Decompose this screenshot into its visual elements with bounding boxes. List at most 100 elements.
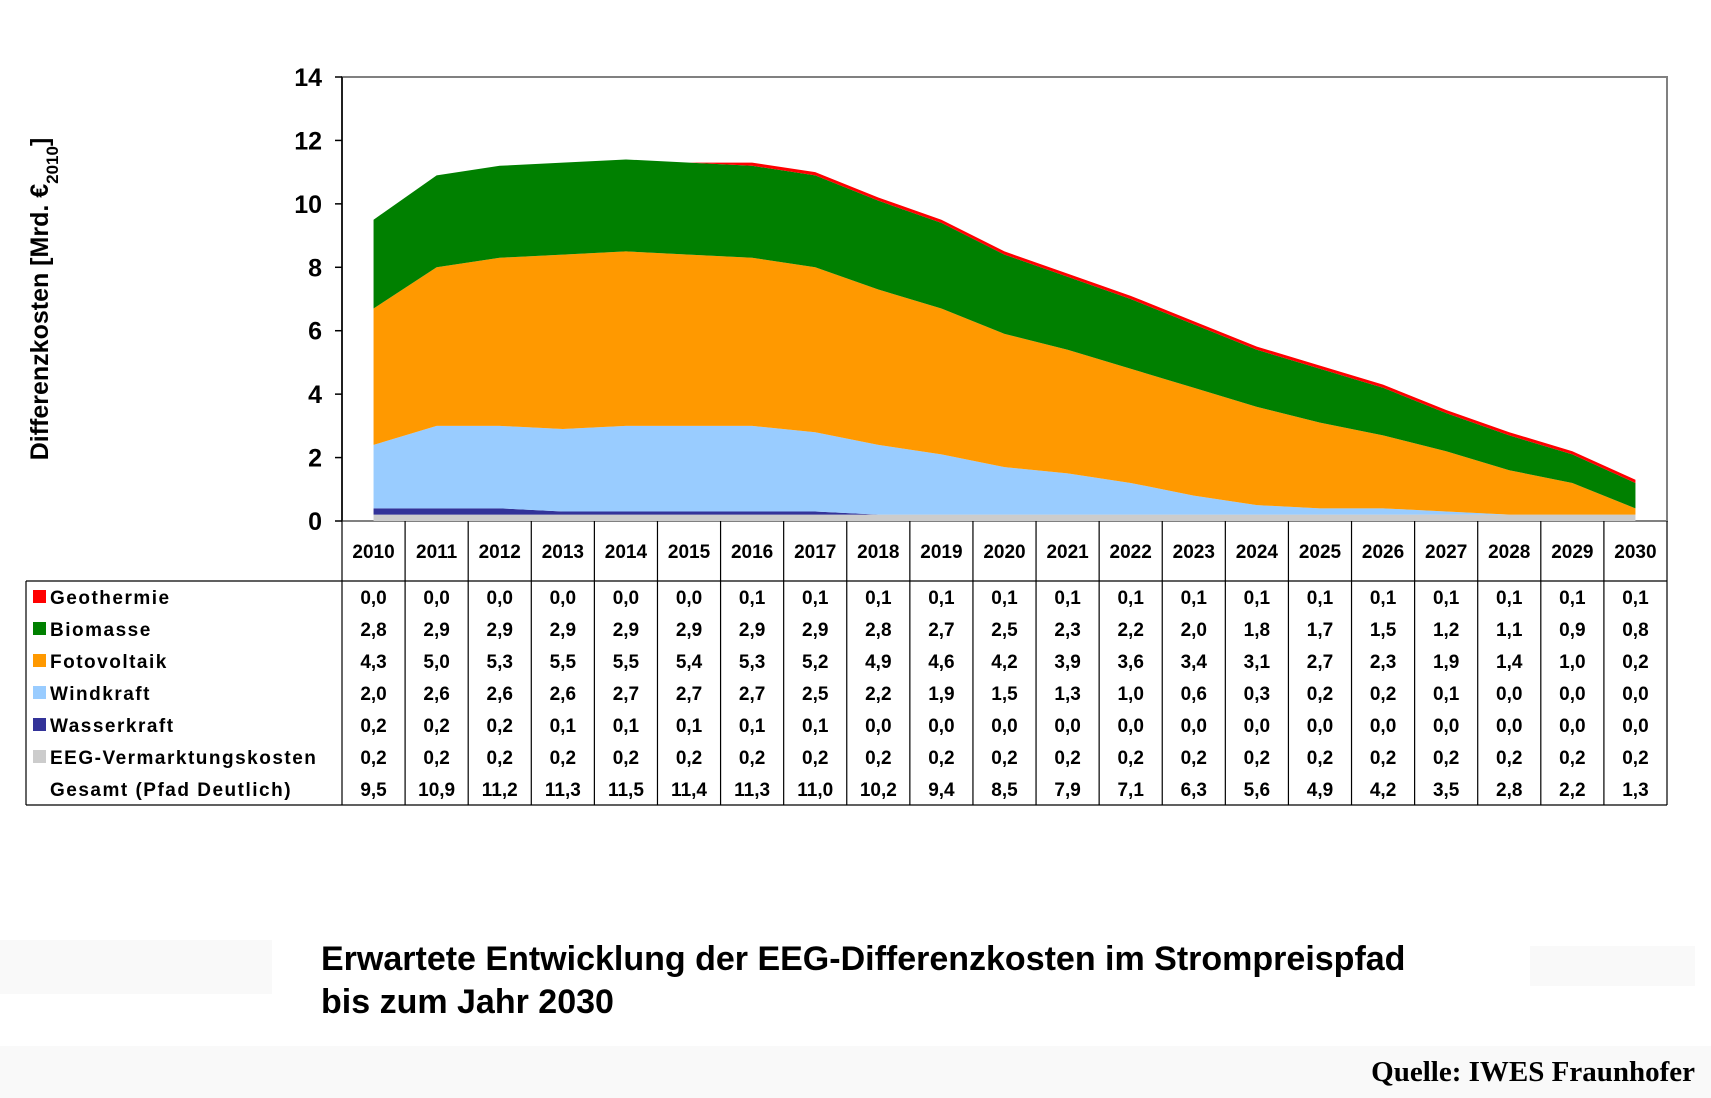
table-cell: 2,7 [739,684,765,705]
table-cell: 5,5 [550,652,577,673]
table-cell: 1,0 [1559,652,1585,673]
table-cell: 0,2 [1559,748,1585,769]
table-cell: 1,4 [1496,652,1523,673]
table-cell: 3,4 [1181,652,1208,673]
table-cell: 1,8 [1244,620,1270,641]
table-cell: 4,9 [865,652,891,673]
table-cell: 4,3 [360,652,386,673]
legend-label: Windkraft [50,684,151,705]
y-tick-label: 14 [294,64,322,92]
total-cell: 11,2 [482,780,518,801]
y-tick-label: 4 [308,381,322,409]
x-tick-label: 2025 [1299,542,1342,563]
table-cell: 0,0 [991,716,1017,737]
table-cell: 0,2 [865,748,891,769]
table-cell: 0,1 [1370,588,1397,609]
x-tick-label: 2029 [1551,542,1593,563]
table-cell: 2,9 [676,620,702,641]
table-cell: 2,9 [550,620,576,641]
table-cell: 0,0 [1117,716,1143,737]
x-tick-label: 2026 [1362,542,1404,563]
table-cell: 0,2 [1370,748,1396,769]
caption-band-left [0,940,272,994]
total-cell: 4,9 [1307,780,1333,801]
table-cell: 1,9 [1433,652,1459,673]
table-cell: 0,0 [613,588,639,609]
table-cell: 0,0 [865,716,891,737]
table-cell: 3,6 [1117,652,1143,673]
table-cell: 0,1 [1117,588,1144,609]
table-cell: 2,9 [739,620,765,641]
table-cell: 0,2 [1307,684,1333,705]
table-cell: 2,8 [865,620,891,641]
table-cell: 0,0 [1370,716,1396,737]
table-cell: 0,2 [487,716,513,737]
table-cell: 0,1 [865,588,892,609]
table-cell: 2,5 [802,684,829,705]
total-cell: 5,6 [1244,780,1270,801]
table-cell: 0,2 [1244,748,1270,769]
x-tick-label: 2017 [794,542,836,563]
table-cell: 0,9 [1559,620,1585,641]
table-cell: 0,0 [1433,716,1459,737]
x-tick-label: 2019 [920,542,962,563]
table-cell: 0,2 [550,748,576,769]
table-cell: 0,1 [802,588,829,609]
table-cell: 2,0 [1181,620,1207,641]
table-cell: 1,9 [928,684,954,705]
total-cell: 3,5 [1433,780,1460,801]
table-cell: 2,3 [1370,652,1396,673]
table-cell: 2,7 [613,684,639,705]
x-tick-label: 2027 [1425,542,1467,563]
area-eeg-vermarktungskosten [373,514,1636,521]
legend-label: Geothermie [50,588,171,609]
total-cell: 9,4 [928,780,955,801]
table-cell: 0,2 [613,748,639,769]
table-cell: 0,2 [360,716,386,737]
table-cell: 2,8 [360,620,386,641]
total-cell: 11,5 [608,780,644,801]
total-label: Gesamt (Pfad Deutlich) [50,780,292,801]
table-cell: 5,2 [802,652,828,673]
area-biomasse [373,159,1636,509]
total-cell: 11,3 [545,780,581,801]
table-cell: 0,1 [1622,588,1649,609]
total-cell: 7,9 [1054,780,1080,801]
table-cell: 1,5 [991,684,1018,705]
table-cell: 0,2 [1622,748,1648,769]
table-cell: 0,2 [739,748,765,769]
table-cell: 2,7 [928,620,954,641]
table-cell: 0,1 [739,588,766,609]
total-cell: 9,5 [360,780,387,801]
x-tick-label: 2023 [1173,542,1215,563]
x-tick-label: 2018 [857,542,899,563]
y-tick-label: 0 [308,508,322,536]
total-cell: 10,2 [860,780,897,801]
table-cell: 0,2 [1117,748,1143,769]
figure-caption: Erwartete Entwicklung der EEG-Differenzk… [321,940,1406,1021]
table-cell: 2,6 [423,684,449,705]
area-windkraft [373,425,1636,515]
total-cell: 8,5 [991,780,1018,801]
total-cell: 11,0 [797,780,833,801]
table-cell: 2,7 [1307,652,1333,673]
x-tick-label: 2016 [731,542,773,563]
table-cell: 2,0 [360,684,386,705]
total-cell: 7,1 [1117,780,1144,801]
x-tick-label: 2024 [1236,542,1279,563]
table-cell: 0,1 [1496,588,1523,609]
caption-band-right [1530,946,1695,986]
table-cell: 0,0 [550,588,576,609]
table-cell: 2,9 [487,620,513,641]
table-cell: 1,7 [1307,620,1333,641]
legend-swatch [33,590,46,603]
table-cell: 0,2 [1307,748,1333,769]
table-cell: 3,1 [1244,652,1271,673]
table-cell: 1,0 [1117,684,1143,705]
total-cell: 4,2 [1370,780,1396,801]
total-cell: 6,3 [1181,780,1207,801]
table-cell: 2,6 [487,684,513,705]
y-tick-label: 8 [308,254,322,282]
table-cell: 2,9 [613,620,639,641]
y-tick-label: 12 [294,127,322,155]
